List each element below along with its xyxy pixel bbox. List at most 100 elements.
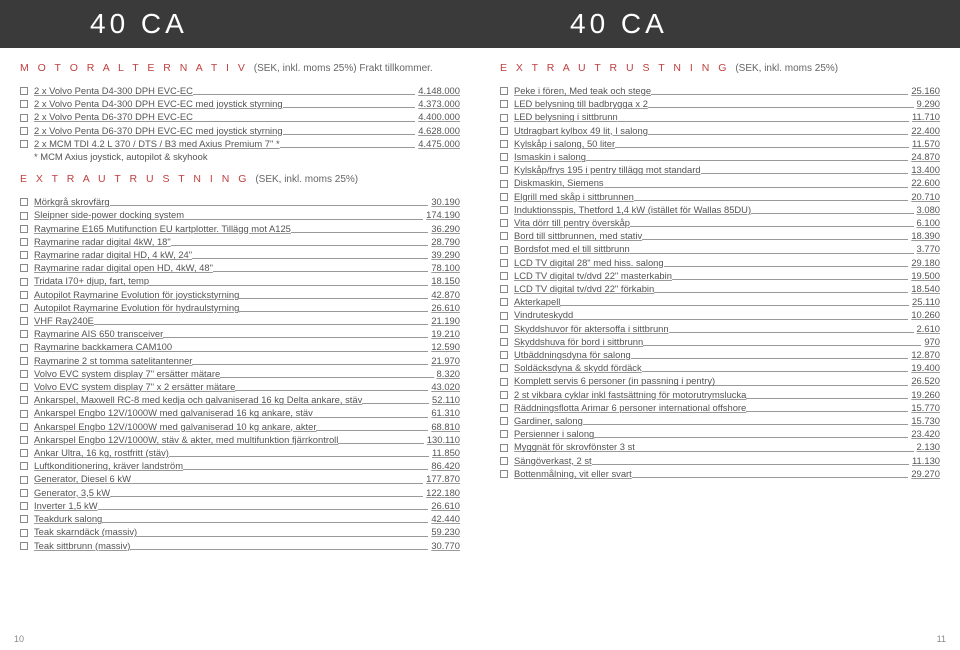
item-label: Raymarine E165 Mutifunction EU kartplott… — [34, 222, 291, 235]
extra-list-right: Peke i fören, Med teak och stege25.160LE… — [500, 84, 940, 480]
checkbox-icon[interactable] — [20, 489, 28, 497]
checkbox-icon[interactable] — [500, 180, 508, 188]
checkbox-icon[interactable] — [20, 529, 28, 537]
checkbox-icon[interactable] — [20, 330, 28, 338]
checkbox-icon[interactable] — [500, 206, 508, 214]
item-price: 11.710 — [912, 110, 940, 123]
checkbox-icon[interactable] — [500, 219, 508, 227]
leader-line — [651, 94, 908, 95]
checkbox-icon[interactable] — [500, 272, 508, 280]
checkbox-icon[interactable] — [20, 396, 28, 404]
checkbox-icon[interactable] — [500, 378, 508, 386]
checkbox-icon[interactable] — [20, 462, 28, 470]
item-label: LCD TV digital 28" med hiss. salong — [514, 256, 664, 269]
checkbox-icon[interactable] — [20, 357, 28, 365]
checkbox-icon[interactable] — [500, 325, 508, 333]
checkbox-icon[interactable] — [20, 225, 28, 233]
checkbox-icon[interactable] — [500, 298, 508, 306]
leader-line — [604, 187, 909, 188]
item-label: 2 x Volvo Penta D6-370 DPH EVC-EC — [34, 110, 193, 123]
checkbox-icon[interactable] — [500, 404, 508, 412]
checkbox-icon[interactable] — [20, 238, 28, 246]
item-price: 6.100 — [917, 216, 940, 229]
list-item: Räddningsflotta Arimar 6 personer intern… — [500, 401, 940, 414]
item-price: 28.790 — [431, 235, 460, 248]
list-item: Bottenmålning, vit eller svart29.270 — [500, 467, 940, 480]
item-label: Utdragbart kylbox 49 lit, I salong — [514, 124, 648, 137]
checkbox-icon[interactable] — [20, 264, 28, 272]
leader-line — [192, 364, 428, 365]
checkbox-icon[interactable] — [500, 417, 508, 425]
checkbox-icon[interactable] — [20, 515, 28, 523]
checkbox-icon[interactable] — [500, 351, 508, 359]
leader-line — [630, 226, 914, 227]
checkbox-icon[interactable] — [500, 127, 508, 135]
list-item: Raymarine radar digital open HD, 4kW, 48… — [20, 261, 460, 274]
checkbox-icon[interactable] — [500, 246, 508, 254]
item-label: Bordsfot med el till sittbrunn — [514, 242, 630, 255]
checkbox-icon[interactable] — [20, 502, 28, 510]
leader-line — [163, 337, 428, 338]
checkbox-icon[interactable] — [20, 370, 28, 378]
item-label: Ankarspel Engbo 12V/1000W med galvaniser… — [34, 406, 313, 419]
checkbox-icon[interactable] — [20, 278, 28, 286]
checkbox-icon[interactable] — [500, 430, 508, 438]
item-price: 59.230 — [431, 525, 460, 538]
checkbox-icon[interactable] — [500, 364, 508, 372]
checkbox-icon[interactable] — [20, 410, 28, 418]
checkbox-icon[interactable] — [500, 232, 508, 240]
leader-line — [630, 253, 914, 254]
item-price: 36.290 — [431, 222, 460, 235]
checkbox-icon[interactable] — [500, 114, 508, 122]
list-item: Teak sittbrunn (massiv)30.770 — [20, 539, 460, 552]
checkbox-icon[interactable] — [20, 100, 28, 108]
checkbox-icon[interactable] — [500, 140, 508, 148]
checkbox-icon[interactable] — [20, 140, 28, 148]
section-title-extra-left: E X T R A U T R U S T N I N G (SEK, inkl… — [20, 173, 460, 185]
checkbox-icon[interactable] — [500, 285, 508, 293]
checkbox-icon[interactable] — [500, 457, 508, 465]
checkbox-icon[interactable] — [20, 251, 28, 259]
list-item: Kylskåp/frys 195 i pentry tillägg mot st… — [500, 163, 940, 176]
checkbox-icon[interactable] — [20, 542, 28, 550]
list-item: Sängöverkast, 2 st11.130 — [500, 454, 940, 467]
item-price: 39.290 — [431, 248, 460, 261]
item-label: Teak sittbrunn (massiv) — [34, 539, 130, 552]
checkbox-icon[interactable] — [20, 127, 28, 135]
checkbox-icon[interactable] — [20, 449, 28, 457]
checkbox-icon[interactable] — [500, 193, 508, 201]
checkbox-icon[interactable] — [500, 391, 508, 399]
checkbox-icon[interactable] — [20, 344, 28, 352]
leader-line — [313, 417, 428, 418]
checkbox-icon[interactable] — [20, 212, 28, 220]
checkbox-icon[interactable] — [500, 87, 508, 95]
list-item: Soldäcksdyna & skydd fördäck19.400 — [500, 361, 940, 374]
checkbox-icon[interactable] — [500, 153, 508, 161]
checkbox-icon[interactable] — [500, 166, 508, 174]
checkbox-icon[interactable] — [500, 470, 508, 478]
checkbox-icon[interactable] — [20, 423, 28, 431]
checkbox-icon[interactable] — [500, 338, 508, 346]
checkbox-icon[interactable] — [500, 259, 508, 267]
checkbox-icon[interactable] — [20, 383, 28, 391]
checkbox-icon[interactable] — [20, 476, 28, 484]
checkbox-icon[interactable] — [20, 87, 28, 95]
list-item: 2 x MCM TDI 4.2 L 370 / DTS / B3 med Axi… — [20, 137, 460, 150]
checkbox-icon[interactable] — [20, 304, 28, 312]
item-label: Vita dörr till pentry överskåp — [514, 216, 630, 229]
checkbox-icon[interactable] — [20, 291, 28, 299]
item-price: 4.628.000 — [418, 124, 460, 137]
item-price: 18.150 — [431, 274, 460, 287]
item-price: 4.373.000 — [418, 97, 460, 110]
item-label: Skyddshuvor för aktersoffa i sittbrunn — [514, 322, 669, 335]
checkbox-icon[interactable] — [20, 317, 28, 325]
checkbox-icon[interactable] — [500, 100, 508, 108]
checkbox-icon[interactable] — [20, 198, 28, 206]
checkbox-icon[interactable] — [500, 444, 508, 452]
checkbox-icon[interactable] — [20, 114, 28, 122]
checkbox-icon[interactable] — [500, 312, 508, 320]
item-label: Peke i fören, Med teak och stege — [514, 84, 651, 97]
item-price: 122.180 — [426, 486, 460, 499]
checkbox-icon[interactable] — [20, 436, 28, 444]
item-label: Induktionsspis, Thetford 1,4 kW (iställe… — [514, 203, 751, 216]
